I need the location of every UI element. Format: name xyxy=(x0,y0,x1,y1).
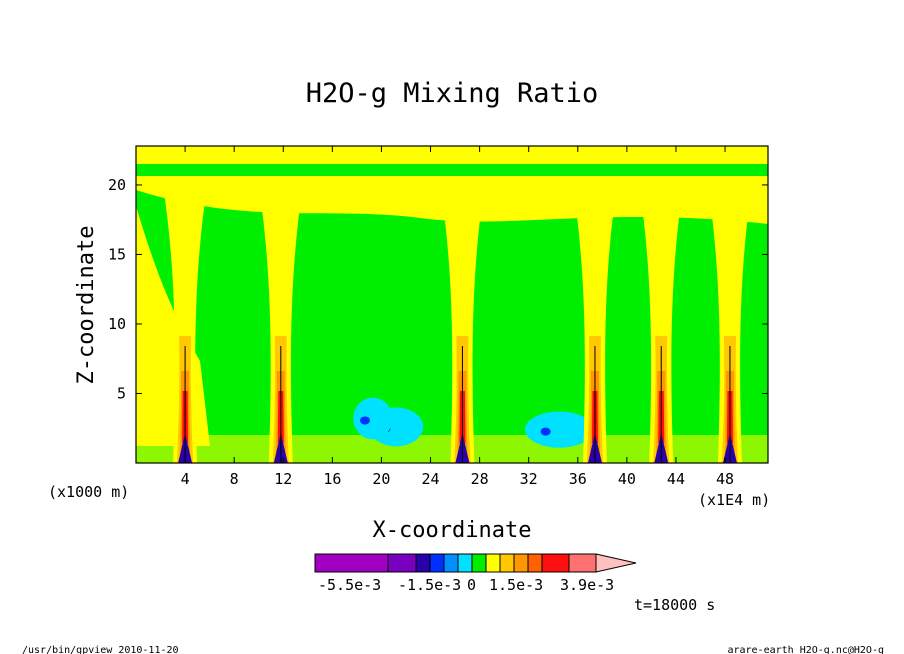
dry-core xyxy=(359,416,370,425)
x-tick-label: 24 xyxy=(421,470,439,488)
colorbar xyxy=(314,553,637,573)
x-tick-label: 28 xyxy=(471,470,489,488)
footer-left: /usr/bin/gpview 2010-11-20 xyxy=(22,645,179,654)
colorbar-label: -1.5e-3 xyxy=(398,576,461,594)
dry-pocket xyxy=(525,411,594,448)
colorbar-swatch xyxy=(429,553,445,573)
field-layers xyxy=(136,146,768,463)
chart-title: H2O-g Mixing Ratio xyxy=(306,78,599,109)
convective-column xyxy=(440,186,485,463)
convective-column xyxy=(163,186,208,463)
colorbar-swatch xyxy=(443,553,459,573)
y-tick-label: 15 xyxy=(108,245,126,263)
y-axis-label: Z-coordinate xyxy=(74,226,99,385)
colorbar-label: 0 xyxy=(467,576,476,594)
y-tick-label: 5 xyxy=(117,384,126,402)
x-axis: 4 8 12 16 20 24 28 32 36 40 44 48 xyxy=(181,146,734,488)
convective-column xyxy=(707,186,752,463)
colorbar-swatch xyxy=(568,553,597,573)
x-tick-label: 20 xyxy=(372,470,390,488)
x-tick-label: 12 xyxy=(274,470,292,488)
time-label: t=18000 s xyxy=(634,596,715,614)
x-axis-label: X-coordinate xyxy=(373,518,532,543)
y-tick-label: 10 xyxy=(108,315,126,333)
x-tick-label: 40 xyxy=(618,470,636,488)
colorbar-swatch xyxy=(541,553,570,573)
x-unit-left: (x1000 m) xyxy=(48,483,129,501)
x-tick-label: 44 xyxy=(667,470,685,488)
convective-column xyxy=(258,186,303,463)
convective-column xyxy=(572,186,617,463)
x-tick-label: 36 xyxy=(569,470,587,488)
x-tick-label: 16 xyxy=(323,470,341,488)
x-tick-label: 4 xyxy=(181,470,190,488)
plot-frame xyxy=(135,145,769,464)
colorbar-swatch xyxy=(485,553,501,573)
x-tick-label: 48 xyxy=(716,470,734,488)
dry-core xyxy=(540,427,551,436)
dry-pocket xyxy=(353,397,393,440)
colorbar-extend-arrow xyxy=(595,553,637,573)
x-unit-right: (x1E4 m) xyxy=(698,491,770,509)
x-tick-label: 32 xyxy=(520,470,538,488)
colorbar-labels: -5.5e-3 -1.5e-3 0 1.5e-3 3.9e-3 xyxy=(318,576,614,594)
footer-right: arare-earth_H2O-g.nc@H2O-g xyxy=(727,645,884,654)
y-tick-label: 20 xyxy=(108,176,126,194)
colorbar-swatch xyxy=(387,553,417,573)
upper-moist-band xyxy=(136,146,768,164)
colorbar-swatch xyxy=(499,553,515,573)
colorbar-swatch xyxy=(415,553,431,573)
y-axis: 5 10 15 20 xyxy=(108,176,768,402)
colorbar-label: -5.5e-3 xyxy=(318,576,381,594)
colorbar-swatch xyxy=(457,553,473,573)
convective-column xyxy=(639,186,684,463)
colorbar-swatch xyxy=(471,553,487,573)
colorbar-label: 1.5e-3 xyxy=(489,576,543,594)
colorbar-swatch xyxy=(513,553,529,573)
colorbar-swatch xyxy=(527,553,543,573)
plot-area xyxy=(136,146,768,463)
x-tick-label: 8 xyxy=(230,470,239,488)
colorbar-label: 3.9e-3 xyxy=(560,576,614,594)
colorbar-swatch xyxy=(314,553,389,573)
